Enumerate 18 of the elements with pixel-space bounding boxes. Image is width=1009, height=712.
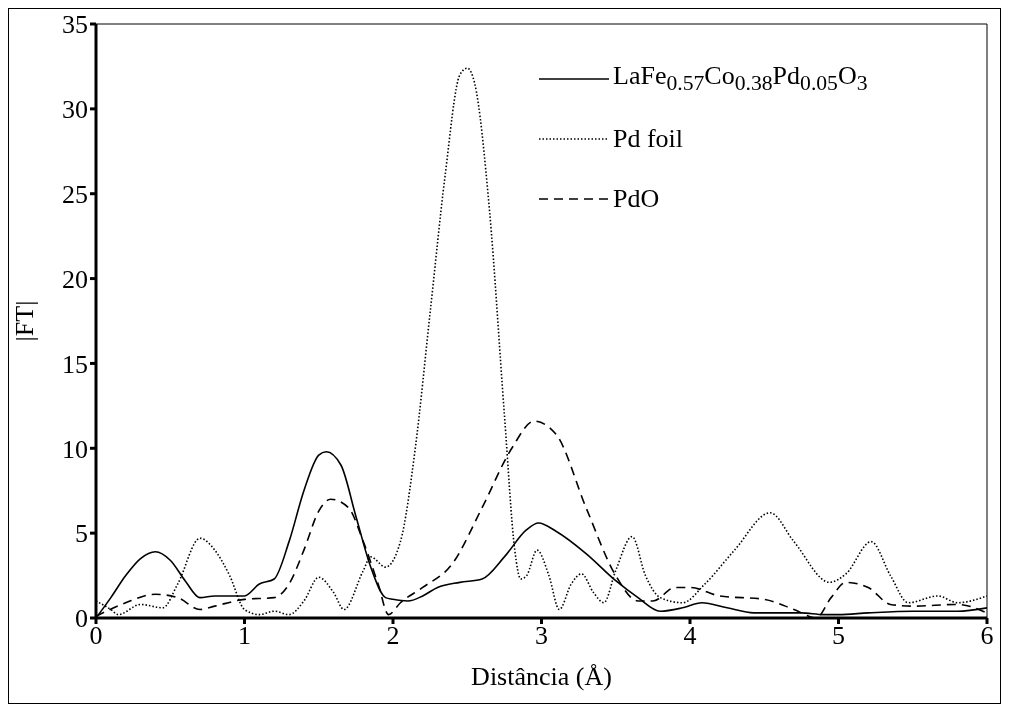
legend-label: PdO	[613, 184, 660, 214]
y-axis-title: |FT|	[10, 300, 40, 342]
y-tick-label: 25	[62, 179, 88, 209]
y-tick-label: 10	[62, 434, 88, 464]
y-tick-label: 5	[75, 519, 88, 549]
y-tick-label: 35	[62, 10, 88, 40]
y-tick-label: 20	[62, 264, 88, 294]
x-tick-label: 4	[683, 621, 697, 651]
y-tick-label: 30	[62, 95, 88, 125]
x-axis-title: Distância (Å)	[471, 662, 612, 691]
y-tick-label: 15	[62, 349, 88, 379]
x-tick-label: 3	[535, 621, 548, 651]
x-tick-label: 2	[386, 621, 400, 651]
legend-label: LaFe$_{0.57}$Co$_{0.38}$Pd$_{0.05}$O$_{3}$	[613, 61, 868, 97]
x-tick-label: 6	[980, 621, 994, 651]
legend-label: Pd foil	[613, 124, 684, 154]
x-tick-label: 5	[832, 621, 845, 651]
x-tick-label: 1	[238, 621, 251, 651]
